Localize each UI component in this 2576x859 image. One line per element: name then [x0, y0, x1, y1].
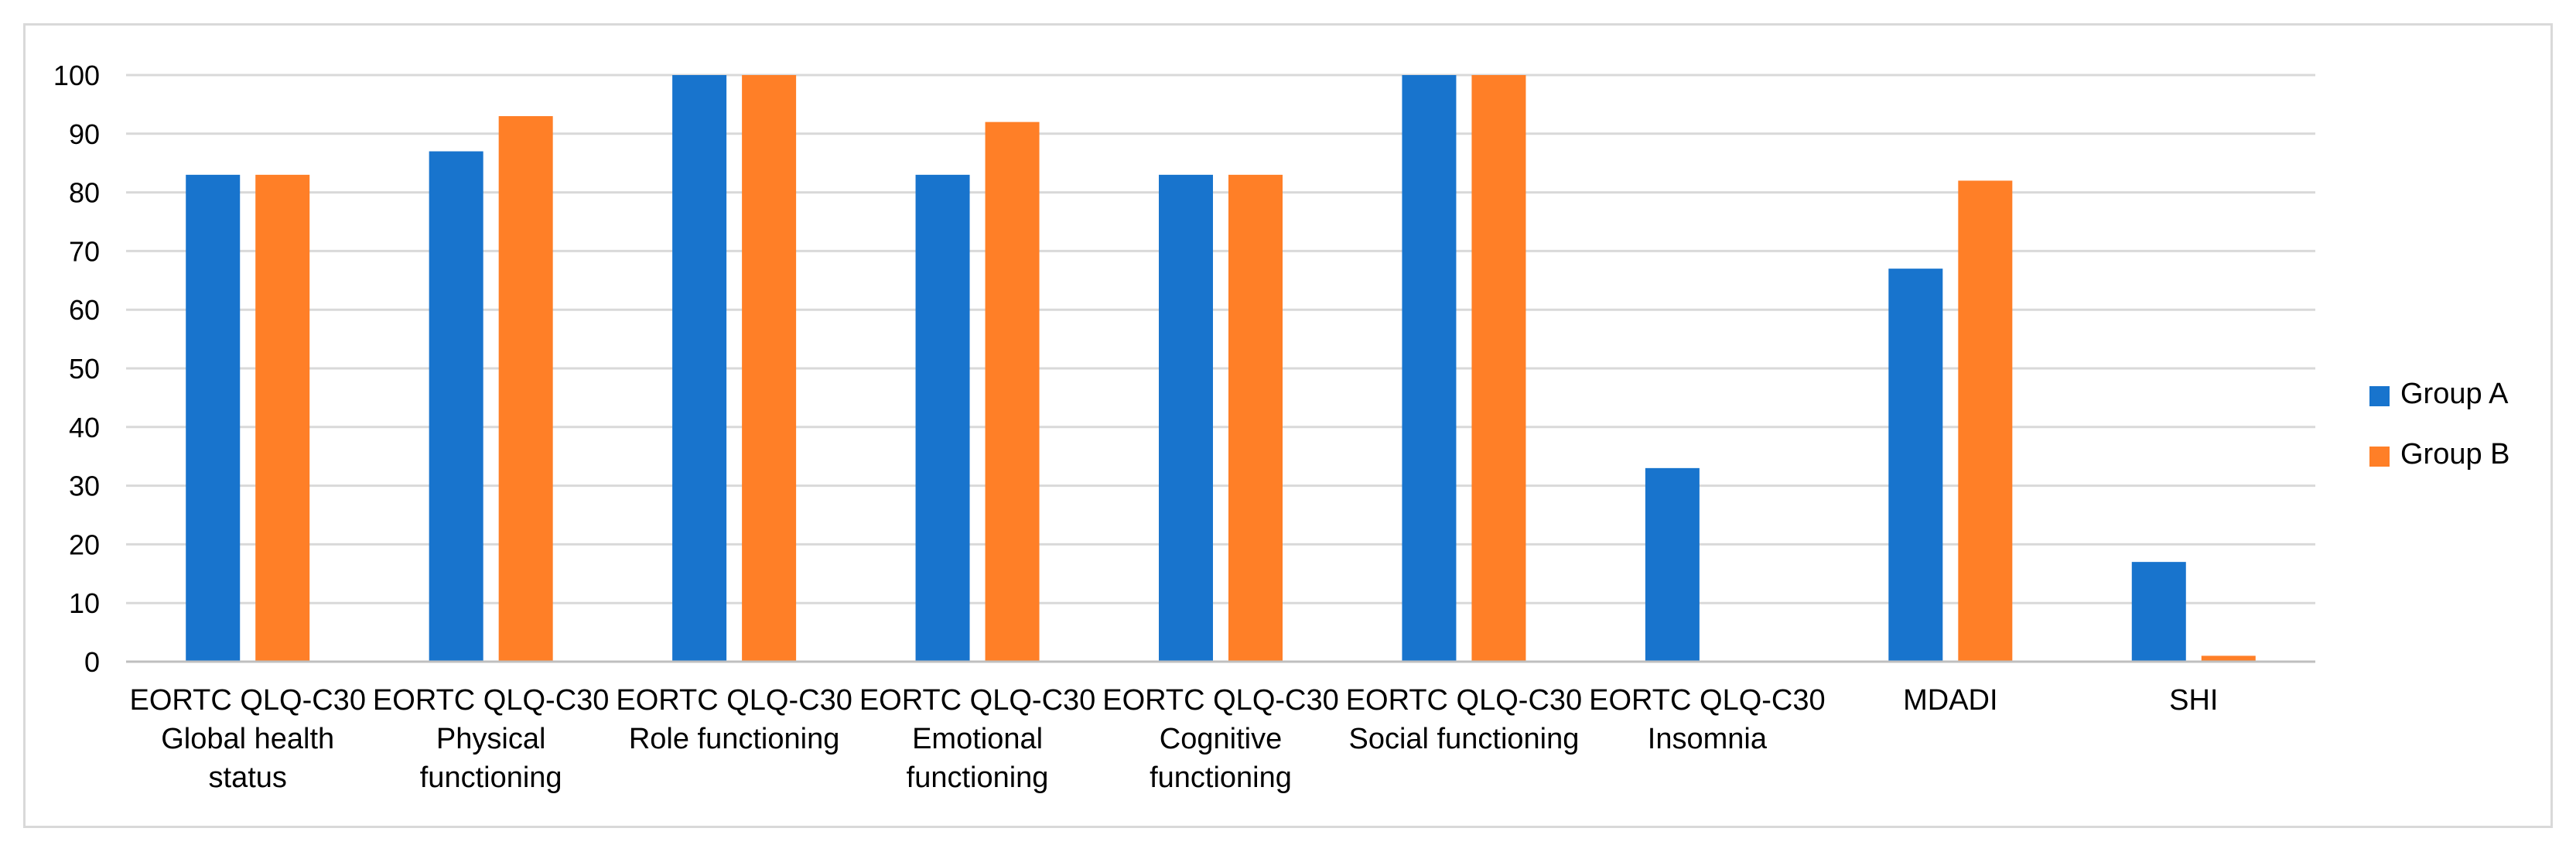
bar-group-b-0 — [255, 174, 310, 662]
category-label-line: EORTC QLQ-C30 — [859, 684, 1095, 717]
y-tick-label: 80 — [69, 177, 100, 209]
bar-group-a-2 — [672, 75, 727, 662]
bar-group-b-7 — [1958, 180, 2013, 662]
legend-label: Group B — [2400, 438, 2510, 471]
category-label-line: EORTC QLQ-C30 — [129, 684, 365, 717]
bar-group-b-5 — [1471, 75, 1526, 662]
category-label-line: Global health — [161, 723, 334, 755]
bar-group-a-8 — [2131, 562, 2186, 662]
bar-group-a-6 — [1645, 467, 1700, 662]
category-label: EORTC QLQ-C30 Role functioning — [616, 684, 852, 755]
category-label: EORTC QLQ-C30 Social functioning — [1346, 684, 1582, 755]
bar-group-b-3 — [985, 121, 1040, 662]
bar-group-b-2 — [742, 75, 797, 662]
category-label-line: EORTC QLQ-C30 — [1102, 684, 1338, 717]
bar-group-b-8 — [2201, 655, 2256, 662]
y-tick-label: 90 — [69, 118, 100, 150]
chart-frame: 0 10 20 30 40 50 60 70 80 90 100 EORTC QLQ-C30 Glob… — [23, 23, 2553, 828]
category-label: EORTC QLQ-C30 Physical functioning — [373, 684, 609, 794]
category-label-line: MDADI — [1903, 684, 1997, 717]
legend: Group A Group B — [2369, 378, 2510, 471]
bar-group-a-7 — [1888, 269, 1943, 662]
category-label-line: Physical — [436, 723, 546, 755]
y-tick-label: 70 — [69, 235, 100, 267]
category-label-line: EORTC QLQ-C30 — [1346, 684, 1582, 717]
legend-swatch — [2369, 386, 2390, 406]
category-label: EORTC QLQ-C30 Insomnia — [1589, 684, 1825, 755]
y-tick-label: 30 — [69, 471, 100, 502]
y-tick-label: 50 — [69, 353, 100, 385]
legend-label: Group A — [2400, 378, 2509, 410]
y-tick-label: 100 — [53, 60, 100, 91]
category-label-line: Insomnia — [1648, 723, 1768, 755]
bars — [186, 75, 2256, 662]
category-label: EORTC QLQ-C30 Emotional functioning — [859, 684, 1095, 794]
category-label-line: functioning — [420, 761, 562, 794]
category-label-line: EORTC QLQ-C30 — [373, 684, 609, 717]
legend-item-group-b: Group B — [2369, 438, 2510, 471]
bar-group-a-0 — [186, 174, 241, 662]
legend-swatch — [2369, 447, 2390, 467]
category-label: EORTC QLQ-C30 Cognitive functioning — [1102, 684, 1338, 794]
bar-group-a-4 — [1159, 174, 1213, 662]
category-label-line: EORTC QLQ-C30 — [1589, 684, 1825, 717]
bar-group-b-1 — [498, 116, 553, 662]
category-label-line: Emotional — [912, 723, 1043, 755]
y-tick-label: 40 — [69, 412, 100, 443]
bar-group-b-4 — [1228, 174, 1283, 662]
bar-chart: 0 10 20 30 40 50 60 70 80 90 100 EORTC QLQ-C30 Glob… — [53, 60, 2510, 794]
category-label: MDADI — [1903, 684, 1997, 717]
category-label: SHI — [2169, 684, 2218, 717]
category-label-line: Role functioning — [629, 723, 840, 755]
y-tick-label: 0 — [84, 646, 100, 678]
category-label: EORTC QLQ-C30 Global health status — [129, 684, 365, 794]
y-tick-label: 60 — [69, 294, 100, 326]
legend-item-group-a: Group A — [2369, 378, 2509, 410]
bar-group-a-1 — [429, 151, 483, 662]
gridlines — [126, 74, 2315, 604]
bar-group-a-5 — [1402, 75, 1457, 662]
y-tick-label: 10 — [69, 587, 100, 619]
y-axis-tick-labels: 0 10 20 30 40 50 60 70 80 90 100 — [53, 60, 100, 678]
category-label-line: functioning — [907, 761, 1049, 794]
bar-group-a-3 — [915, 174, 970, 662]
category-label-line: Cognitive — [1160, 723, 1282, 755]
category-label-line: Social functioning — [1349, 723, 1580, 755]
category-label-line: status — [209, 761, 287, 794]
category-label-line: functioning — [1150, 761, 1292, 794]
category-label-line: SHI — [2169, 684, 2218, 717]
y-tick-label: 20 — [69, 529, 100, 560]
category-label-line: EORTC QLQ-C30 — [616, 684, 852, 717]
